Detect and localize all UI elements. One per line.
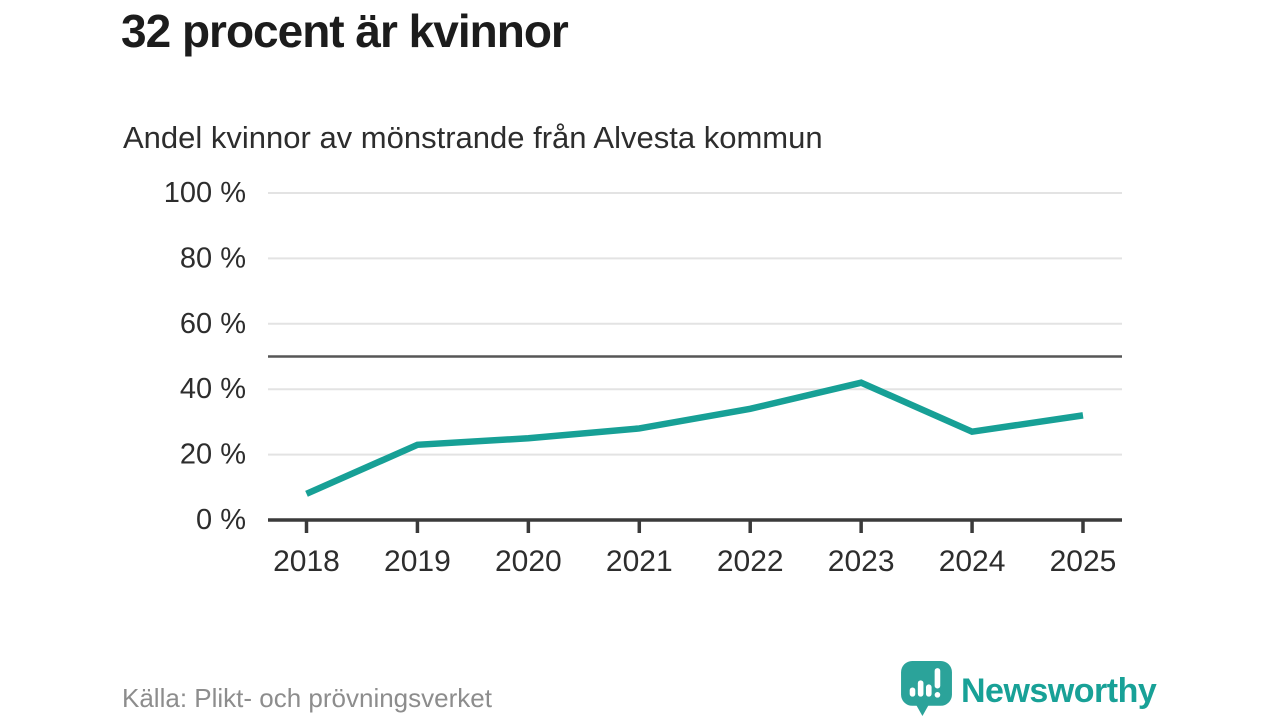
y-tick-label: 20 % — [180, 439, 246, 471]
x-tick-label: 2019 — [384, 545, 451, 578]
chart-title: 32 procent är kvinnor — [121, 5, 569, 57]
x-tick-label: 2023 — [828, 545, 895, 578]
y-tick-label: 100 % — [164, 177, 246, 209]
source-note: Källa: Plikt- och prövningsverket — [122, 683, 492, 713]
gridlines — [268, 192, 1122, 456]
newsworthy-logo-icon — [901, 661, 952, 720]
y-tick-label: 80 % — [180, 242, 246, 274]
x-axis-labels: 2018 2019 2020 2021 2022 2023 2024 2025 — [273, 545, 1116, 578]
x-tick-label: 2024 — [939, 545, 1006, 578]
chart-subtitle: Andel kvinnor av mönstrande från Alvesta… — [123, 120, 823, 155]
x-tick-label: 2025 — [1050, 545, 1117, 578]
y-tick-label: 0 % — [196, 504, 246, 536]
x-tick-label: 2021 — [606, 545, 673, 578]
x-axis — [268, 518, 1122, 533]
x-tick-label: 2020 — [495, 545, 562, 578]
x-tick-label: 2022 — [717, 545, 784, 578]
data-series — [305, 379, 1084, 497]
x-tick-label: 2018 — [273, 545, 340, 578]
y-tick-label: 60 % — [180, 308, 246, 340]
newsworthy-logo: Newsworthy — [901, 661, 1157, 720]
data-line — [305, 379, 1084, 497]
newsworthy-logo-text: Newsworthy — [961, 672, 1157, 710]
y-axis-labels: 0 % 20 % 40 % 60 % 80 % 100 % — [164, 177, 246, 536]
y-tick-label: 40 % — [180, 373, 246, 405]
